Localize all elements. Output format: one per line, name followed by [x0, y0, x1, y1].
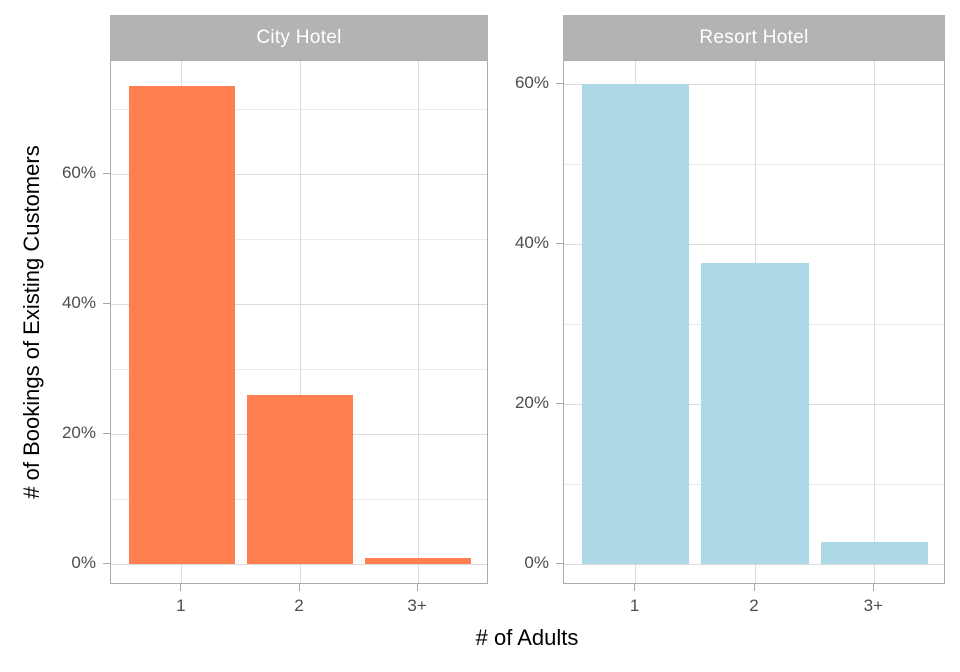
bar-city-hotel-2: [246, 394, 354, 565]
x-axis-title: # of Adults: [475, 625, 579, 650]
y-tick-label: 60%: [61, 163, 96, 183]
gridline-major: [564, 83, 944, 85]
y-tick-mark: [556, 402, 563, 404]
gridline-major-vertical: [299, 61, 301, 583]
y-tick-mark: [103, 562, 110, 564]
y-tick-label: 20%: [61, 423, 96, 443]
facet-strip-resort-hotel: Resort Hotel: [563, 15, 945, 60]
bar-city-hotel-1: [128, 86, 236, 565]
y-tick-label: 0%: [71, 553, 96, 573]
x-tick-label: 1: [629, 596, 640, 615]
facet-strip-label: Resort Hotel: [699, 26, 809, 48]
gridline-major: [564, 243, 944, 245]
panel-city-hotel: [110, 60, 488, 584]
y-tick-label: 0%: [524, 553, 549, 573]
gridline-minor: [111, 238, 487, 240]
y-tick-mark: [556, 242, 563, 244]
y-axis-title: # of Bookings of Existing Customers: [19, 145, 44, 499]
gridline-major-vertical: [417, 61, 419, 583]
panel-resort-hotel: [563, 60, 945, 584]
y-tick-mark: [103, 432, 110, 434]
y-tick-mark: [103, 302, 110, 304]
x-tick-mark: [872, 584, 874, 591]
gridline-minor: [111, 368, 487, 370]
bar-resort-hotel-1: [581, 84, 690, 565]
y-tick-label: 40%: [61, 293, 96, 313]
x-tick-mark: [634, 584, 636, 591]
y-tick-label: 60%: [514, 73, 549, 93]
x-tick-mark: [416, 584, 418, 591]
y-tick-label: 40%: [514, 233, 549, 253]
x-tick-label: 3+: [863, 596, 884, 615]
gridline-major: [564, 563, 944, 565]
gridline-major: [111, 303, 487, 305]
facet-strip-label: City Hotel: [256, 26, 342, 48]
facet-strip-city-hotel: City Hotel: [110, 15, 488, 60]
gridline-major-vertical: [873, 61, 875, 583]
x-tick-mark: [180, 584, 182, 591]
bar-city-hotel-3+: [364, 557, 472, 565]
gridline-major: [111, 563, 487, 565]
gridline-minor: [564, 163, 944, 165]
x-tick-mark: [753, 584, 755, 591]
y-tick-mark: [556, 82, 563, 84]
bar-resort-hotel-3+: [820, 541, 929, 565]
bar-resort-hotel-2: [701, 263, 809, 565]
y-tick-mark: [556, 562, 563, 564]
gridline-minor: [111, 108, 487, 110]
x-tick-label: 2: [294, 596, 304, 615]
gridline-major: [111, 173, 487, 175]
x-tick-label: 1: [176, 596, 186, 615]
x-tick-mark: [298, 584, 300, 591]
x-tick-label: 3+: [407, 596, 427, 615]
y-tick-mark: [103, 172, 110, 174]
x-tick-label: 2: [749, 596, 759, 615]
y-tick-label: 20%: [514, 393, 549, 413]
